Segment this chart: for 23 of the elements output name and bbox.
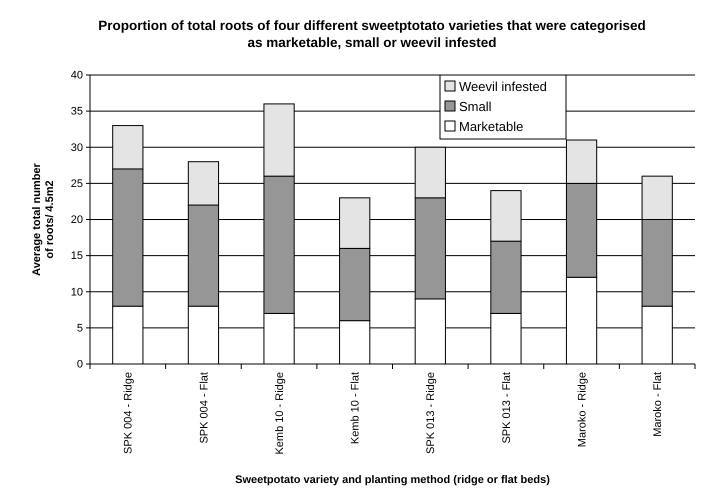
y-axis-title: Average total number of roots/ 4.5m2 bbox=[31, 162, 56, 276]
y-tick-label: 35 bbox=[70, 106, 83, 118]
legend-label: Small bbox=[459, 99, 492, 114]
y-tick-label: 0 bbox=[76, 358, 83, 371]
y-tick-label: 10 bbox=[70, 286, 83, 298]
x-tick-label: Maroko - Ridge bbox=[576, 372, 588, 448]
x-axis-title: Sweetpotato variety and planting method (ridge or flat beds) bbox=[235, 474, 550, 486]
y-tick-label: 30 bbox=[70, 142, 83, 154]
y-tick-label: 5 bbox=[76, 322, 83, 334]
x-tick-label: Kemb 10 - Flat bbox=[350, 372, 362, 444]
x-tick-label: SPK 004 - Ridge bbox=[122, 372, 135, 454]
x-tick-label: Kemb 10 - Ridge bbox=[274, 372, 286, 455]
y-tick-label: 40 bbox=[70, 70, 83, 82]
chart-title: Proportion of total roots of four different sweetptotato varieties that were categorised as marketable, small or weevil infested bbox=[98, 18, 646, 50]
x-tick-label: SPK 004 - Flat bbox=[198, 372, 210, 444]
x-tick-label: Maroko - Flat bbox=[652, 372, 664, 437]
y-tick-label: 25 bbox=[70, 178, 83, 190]
legend-label: Weevil infested bbox=[459, 79, 547, 94]
x-tick-label: SPK 013 - Flat bbox=[500, 372, 513, 444]
y-tick-label: 20 bbox=[70, 214, 83, 226]
y-tick-label: 15 bbox=[70, 250, 83, 262]
legend-label: Marketable bbox=[459, 119, 524, 134]
x-tick-label: SPK 013 - Ridge bbox=[425, 372, 438, 454]
